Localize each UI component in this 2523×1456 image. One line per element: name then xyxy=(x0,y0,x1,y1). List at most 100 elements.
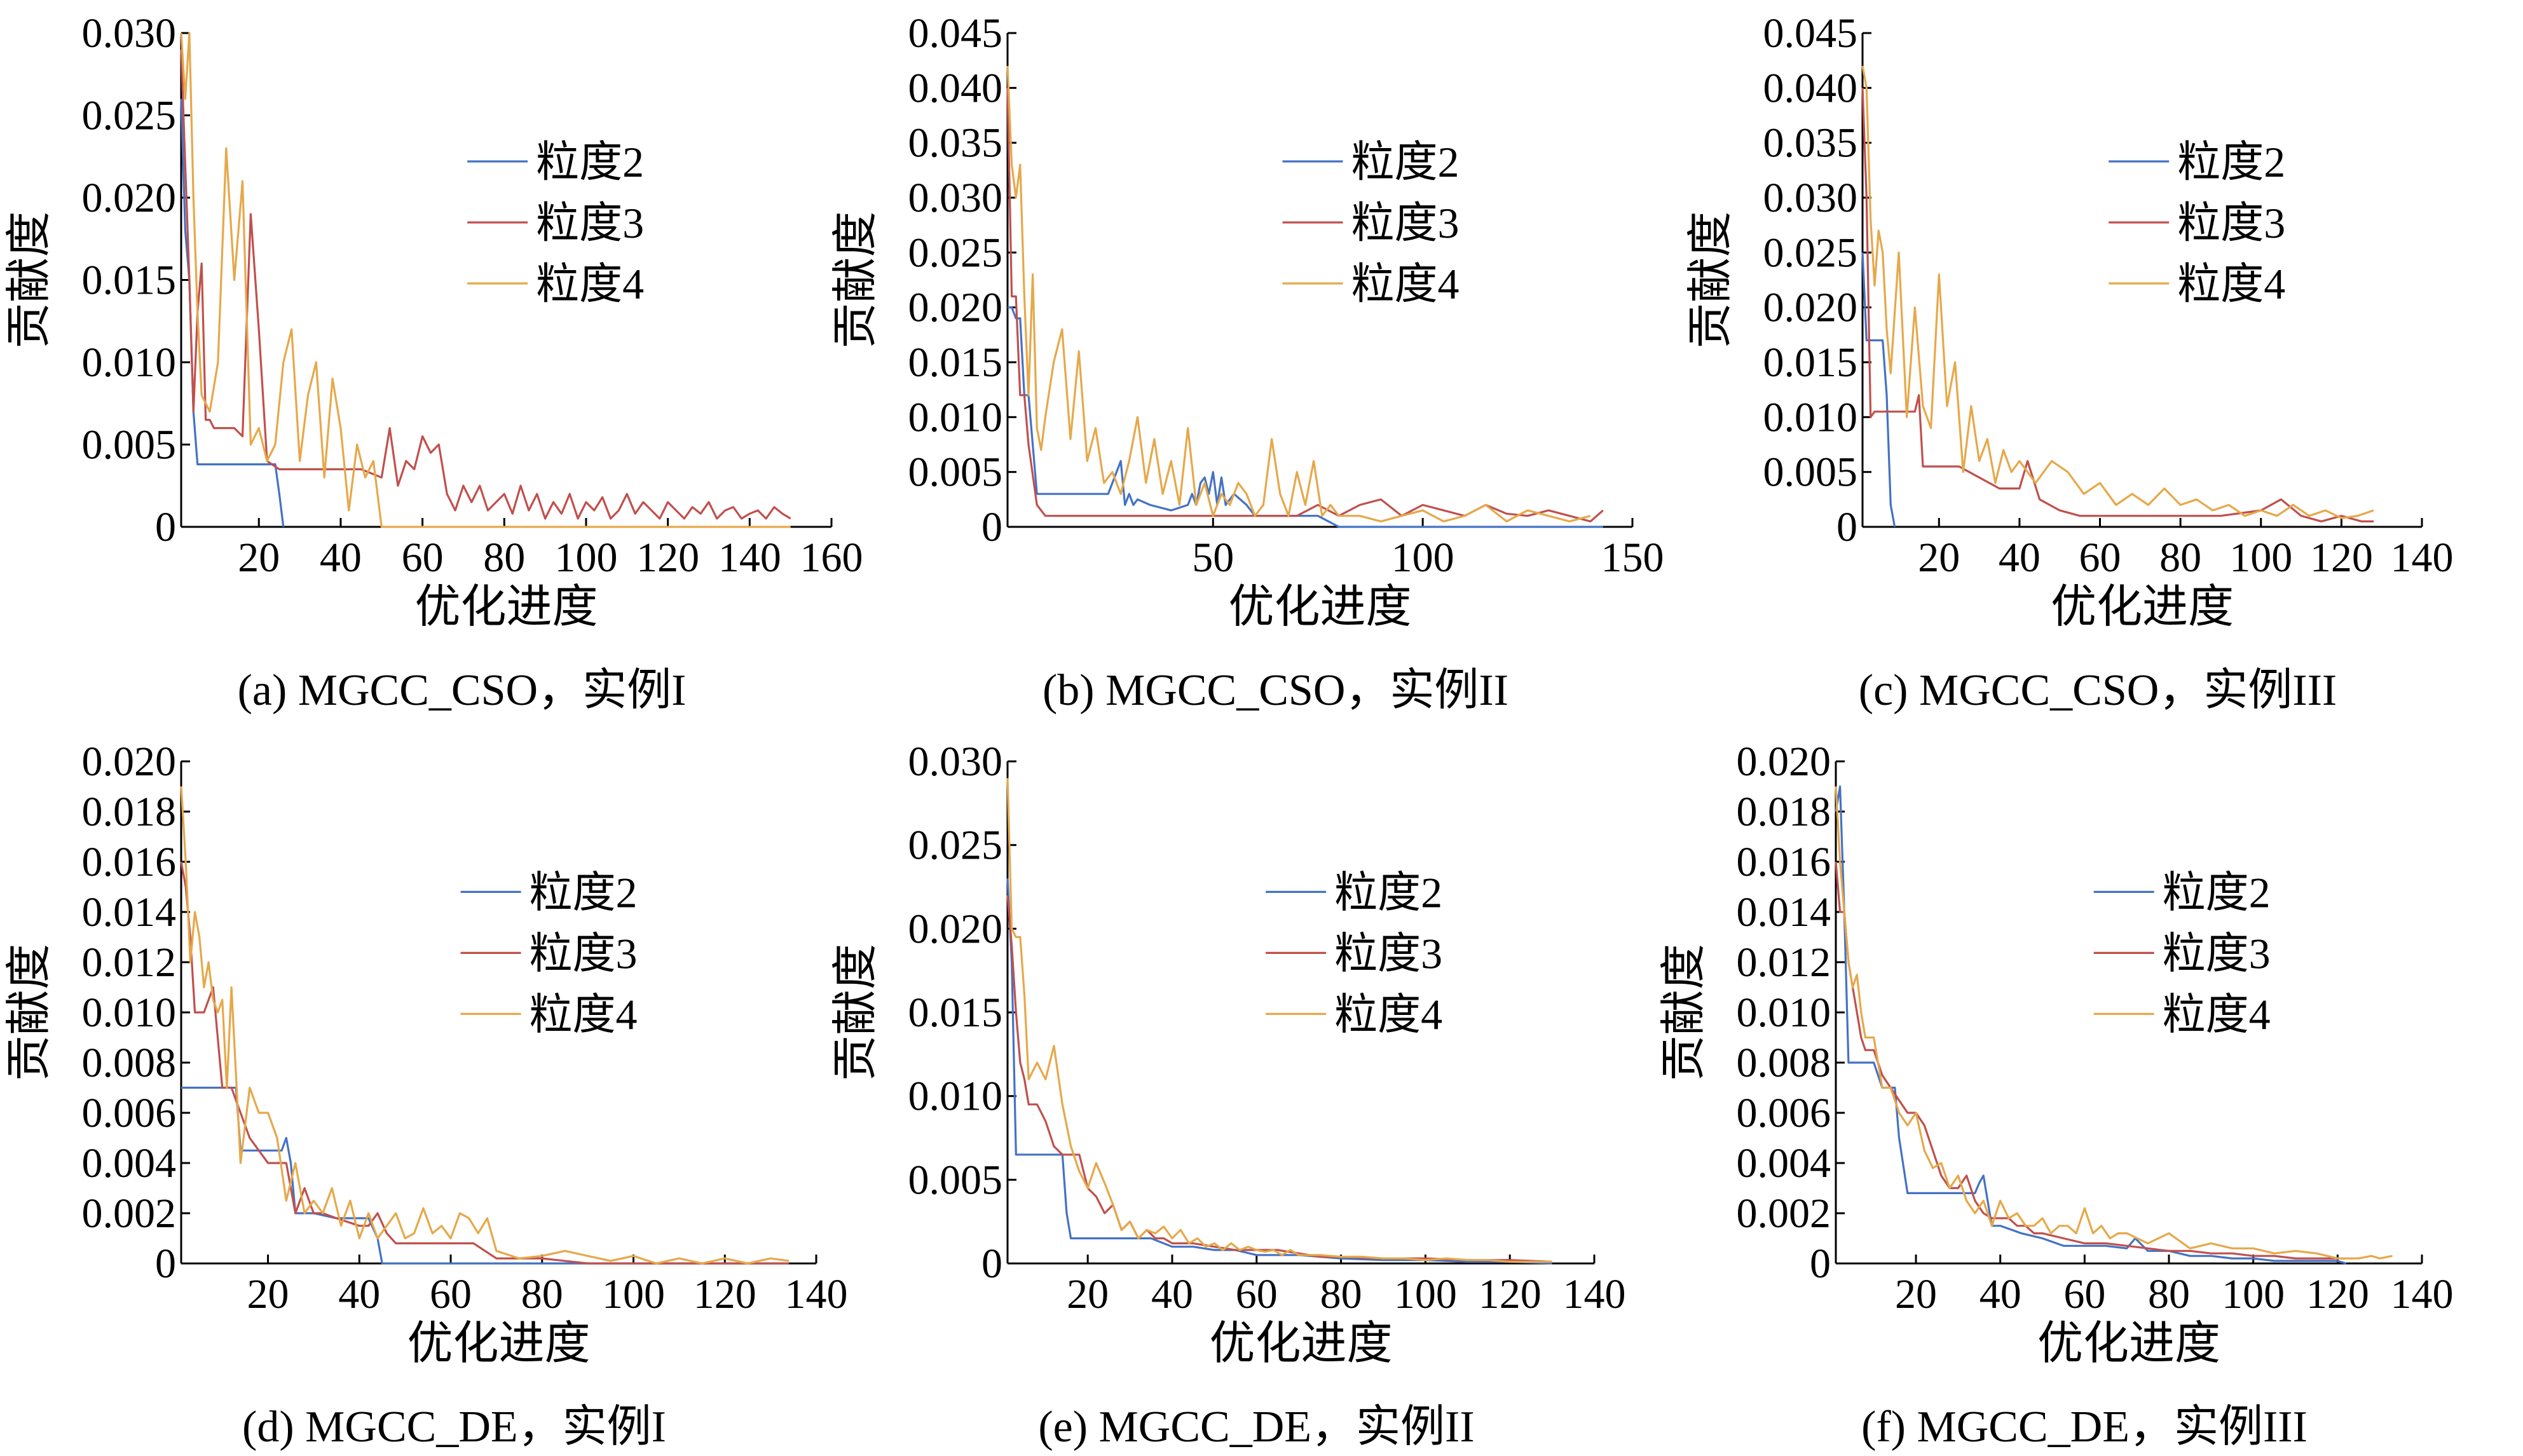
y-tick-label: 0.006 xyxy=(82,1090,177,1136)
x-tick-label: 80 xyxy=(521,1271,563,1317)
x-tick-label: 150 xyxy=(1601,534,1664,581)
y-tick-label: 0.012 xyxy=(82,939,177,986)
series-line-3 xyxy=(1006,88,1604,523)
y-tick-label: 0.010 xyxy=(1737,990,1831,1036)
x-tick-label: 20 xyxy=(247,1271,289,1317)
series-line-3 xyxy=(180,861,789,1265)
x-tick-label: 100 xyxy=(2222,1271,2285,1317)
series-line-2 xyxy=(181,1086,789,1265)
x-tick-label: 140 xyxy=(718,534,781,581)
y-tick-label: 0.015 xyxy=(82,257,177,304)
x-axis-label: 优化进度 xyxy=(407,1318,590,1369)
x-tick-label: 50 xyxy=(1192,534,1234,581)
x-axis-label: 优化进度 xyxy=(1209,1318,1392,1369)
chart-caption: (f) MGCC_DE，实例III xyxy=(1861,1403,2308,1452)
chart-5: 0 0.005 0.010 0.015 0.020 0.025 0.030 20 40 60 80 1… xyxy=(830,738,1626,1452)
x-tick-label: 120 xyxy=(2306,1271,2369,1317)
y-tick-label: 0.005 xyxy=(1763,449,1858,496)
chart-caption: (a) MGCC_CSO，实例I xyxy=(238,666,687,715)
x-tick-label: 20 xyxy=(1895,1271,1937,1317)
y-tick-label: 0 xyxy=(155,504,176,550)
chart-caption: (e) MGCC_DE，实例II xyxy=(1038,1403,1474,1452)
y-tick-label: 0.030 xyxy=(1763,175,1858,221)
x-tick-label: 40 xyxy=(1999,534,2041,581)
series-line-4 xyxy=(1006,778,1552,1263)
y-tick-label: 0.008 xyxy=(1737,1040,1831,1086)
x-tick-label: 160 xyxy=(800,534,863,581)
series-line-4 xyxy=(180,786,790,1265)
y-tick-label: 0.025 xyxy=(1763,229,1858,276)
x-axis-label: 优化进度 xyxy=(2051,582,2234,632)
y-tick-label: 0.020 xyxy=(908,906,1003,952)
y-tick-label: 0.010 xyxy=(82,990,177,1036)
legend-label: 粒度2 xyxy=(530,868,638,916)
y-tick-label: 0.025 xyxy=(82,93,177,139)
legend-label: 粒度2 xyxy=(2177,138,2285,186)
legend-label: 粒度4 xyxy=(536,260,644,308)
x-tick-label: 140 xyxy=(2391,1271,2454,1317)
x-tick-label: 40 xyxy=(1979,1271,2021,1317)
y-tick-label: 0.035 xyxy=(908,120,1003,167)
y-tick-label: 0.020 xyxy=(908,285,1003,331)
x-tick-label: 120 xyxy=(694,1271,756,1317)
y-axis-label: 贡献度 xyxy=(4,944,55,1081)
y-tick-label: 0.016 xyxy=(82,839,177,885)
y-axis-label: 贡献度 xyxy=(830,944,881,1081)
chart-4: 00.0020.0040.0060.0080.0100.0120.0140.01… xyxy=(4,738,848,1452)
x-tick-label: 40 xyxy=(338,1271,380,1317)
legend-label: 粒度2 xyxy=(1334,868,1442,916)
legend-label: 粒度2 xyxy=(536,138,644,186)
y-tick-label: 0.035 xyxy=(1763,120,1858,167)
series-line-4 xyxy=(1835,786,2393,1260)
y-tick-label: 0 xyxy=(981,1241,1002,1287)
chart-caption: (c) MGCC_CSO，实例III xyxy=(1859,666,2337,715)
series-line-2 xyxy=(1006,878,1552,1265)
y-tick-label: 0.016 xyxy=(1737,839,1831,885)
x-axis-label: 优化进度 xyxy=(2037,1318,2220,1369)
y-tick-label: 0.045 xyxy=(908,10,1003,57)
y-tick-label: 0.018 xyxy=(82,789,177,835)
chart-caption: (b) MGCC_CSO，实例II xyxy=(1043,666,1508,715)
series-line-2 xyxy=(1008,306,1603,528)
y-tick-label: 0 xyxy=(981,504,1002,550)
legend-label: 粒度4 xyxy=(2177,260,2285,308)
y-tick-label: 0.015 xyxy=(1763,339,1858,386)
chart-3: 0 0.005 0.010 0.015 0.020 0.025 0.030 0.035 0.04… xyxy=(1685,10,2454,715)
series-line-4 xyxy=(1006,65,1591,523)
y-tick-label: 0.045 xyxy=(1763,10,1858,57)
legend-label: 粒度3 xyxy=(536,199,644,247)
y-tick-label: 0.006 xyxy=(1737,1090,1831,1136)
x-tick-label: 60 xyxy=(2063,1271,2105,1317)
y-axis-label: 贡献度 xyxy=(4,211,55,348)
y-axis-label: 贡献度 xyxy=(830,211,881,348)
x-tick-label: 60 xyxy=(402,534,444,581)
y-tick-label: 0.005 xyxy=(82,422,177,468)
x-tick-label: 140 xyxy=(1563,1271,1626,1317)
x-axis-label: 优化进度 xyxy=(1228,582,1411,632)
legend-label: 粒度2 xyxy=(2163,868,2271,916)
x-tick-label: 100 xyxy=(1394,1271,1457,1317)
y-tick-label: 0.002 xyxy=(1737,1190,1831,1237)
y-tick-label: 0 xyxy=(155,1241,176,1287)
x-tick-label: 100 xyxy=(554,534,617,581)
chart-2: 0 0.005 0.010 0.015 0.020 0.025 0.030 0.035 0.04… xyxy=(830,10,1664,715)
y-tick-label: 0.008 xyxy=(82,1040,177,1086)
y-tick-label: 0.025 xyxy=(908,822,1003,869)
legend-label: 粒度3 xyxy=(2177,199,2285,247)
y-tick-label: 0.030 xyxy=(82,10,177,57)
x-tick-label: 80 xyxy=(1320,1271,1362,1317)
y-axis-label: 贡献度 xyxy=(1685,211,1736,348)
y-tick-label: 0.010 xyxy=(908,394,1003,440)
y-tick-label: 0.002 xyxy=(82,1190,177,1237)
y-tick-label: 0.005 xyxy=(908,449,1003,496)
y-tick-label: 0.012 xyxy=(1737,939,1831,986)
y-tick-label: 0.030 xyxy=(908,738,1003,785)
x-axis-label: 优化进度 xyxy=(414,582,598,632)
series-line-3 xyxy=(180,49,791,520)
x-tick-label: 120 xyxy=(636,534,699,581)
y-tick-label: 0.004 xyxy=(1737,1140,1831,1187)
x-tick-label: 140 xyxy=(785,1271,848,1317)
y-tick-label: 0.020 xyxy=(82,738,177,785)
x-tick-label: 40 xyxy=(1151,1271,1193,1317)
